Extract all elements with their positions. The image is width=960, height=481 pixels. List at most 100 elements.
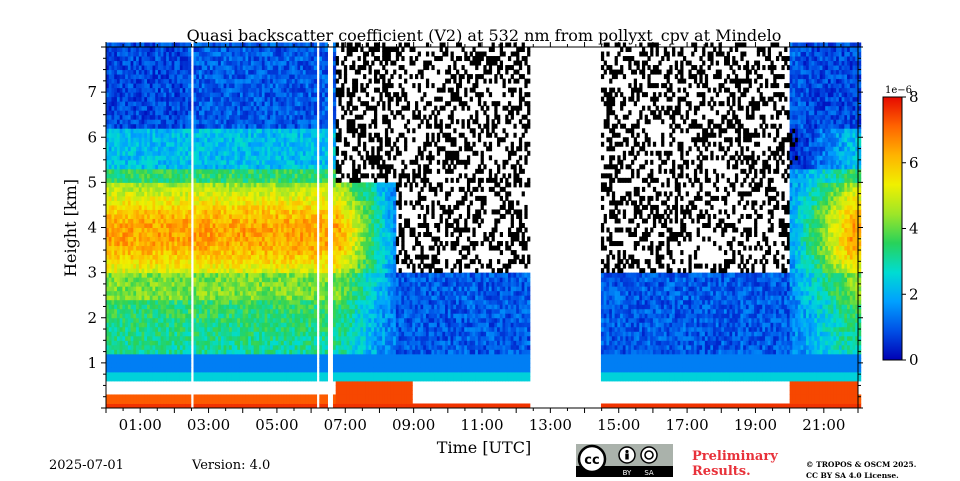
- heatmap-cell: [149, 51, 153, 57]
- heatmap-cell: [147, 254, 151, 260]
- heatmap-cell: [198, 232, 203, 238]
- heatmap-cell: [261, 114, 266, 120]
- heatmap-cell: [182, 362, 186, 368]
- heatmap-cell: [125, 331, 129, 337]
- heatmap-cell: [267, 173, 271, 179]
- heatmap-cell: [209, 308, 214, 314]
- heatmap-cell: [168, 47, 173, 53]
- heatmap-cell: [237, 403, 241, 409]
- heatmap-cell: [218, 186, 222, 192]
- heatmap-cell: [212, 241, 216, 247]
- heatmap-cell: [171, 326, 175, 332]
- heatmap-cell: [111, 204, 115, 210]
- heatmap-cell: [201, 349, 205, 355]
- heatmap-cell: [204, 83, 208, 89]
- heatmap-cell: [218, 141, 222, 147]
- heatmap-cell: [147, 110, 151, 116]
- heatmap-cell: [136, 78, 140, 84]
- heatmap-cell: [136, 335, 140, 341]
- heatmap-cell: [188, 272, 192, 278]
- heatmap-cell: [138, 367, 143, 373]
- heatmap-cell: [174, 227, 178, 233]
- heatmap-cell: [157, 376, 162, 382]
- heatmap-cell: [177, 295, 181, 301]
- heatmap-cell: [250, 263, 255, 269]
- heatmap-cell: [212, 83, 216, 89]
- heatmap-cell: [215, 322, 219, 328]
- heatmap-cell: [116, 168, 121, 174]
- heatmap-cell: [122, 119, 126, 125]
- heatmap-cell: [281, 317, 285, 323]
- heatmap-cell: [182, 173, 186, 179]
- heatmap-cell: [264, 358, 268, 364]
- heatmap-cell: [270, 398, 274, 404]
- heatmap-cell: [275, 137, 279, 143]
- heatmap-cell: [264, 123, 268, 129]
- heatmap-cell: [231, 227, 236, 233]
- heatmap-cell: [242, 177, 246, 183]
- heatmap-cell: [261, 42, 266, 48]
- heatmap-cell: [231, 65, 236, 71]
- heatmap-cell: [160, 322, 164, 328]
- heatmap-cell: [182, 191, 186, 197]
- heatmap-cell: [272, 195, 277, 201]
- heatmap-cell: [242, 191, 246, 197]
- heatmap-cell: [144, 195, 148, 201]
- heatmap-cell: [163, 394, 167, 400]
- heatmap-cell: [125, 51, 129, 57]
- heatmap-cell: [207, 290, 211, 296]
- heatmap-cell: [157, 150, 162, 156]
- heatmap-cell: [272, 141, 277, 147]
- heatmap-cell: [275, 250, 279, 256]
- heatmap-cell: [114, 155, 118, 161]
- heatmap-cell: [171, 92, 175, 98]
- heatmap-cell: [171, 344, 175, 350]
- heatmap-cell: [125, 213, 129, 219]
- heatmap-cell: [237, 74, 241, 80]
- heatmap-cell: [166, 286, 170, 292]
- heatmap-cell: [136, 299, 140, 305]
- heatmap-cell: [278, 213, 282, 219]
- heatmap-cell: [253, 353, 257, 359]
- heatmap-cell: [155, 173, 159, 179]
- heatmap-cell: [125, 322, 129, 328]
- heatmap-cell: [144, 96, 148, 102]
- heatmap-cell: [106, 398, 110, 404]
- heatmap-cell: [207, 304, 211, 310]
- heatmap-cell: [166, 376, 170, 382]
- heatmap-cell: [155, 105, 159, 111]
- heatmap-cell: [177, 96, 181, 102]
- heatmap-cell: [239, 295, 244, 301]
- heatmap-cell: [229, 295, 233, 301]
- heatmap-cell: [141, 394, 145, 400]
- heatmap-cell: [253, 47, 257, 53]
- heatmap-cell: [198, 42, 203, 48]
- heatmap-cell: [141, 290, 145, 296]
- heatmap-cell: [130, 272, 134, 278]
- heatmap-cell: [261, 200, 266, 206]
- heatmap-cell: [248, 119, 252, 125]
- heatmap-cell: [270, 313, 274, 319]
- heatmap-cell: [212, 47, 216, 53]
- heatmap-cell: [261, 87, 266, 93]
- heatmap-cell: [144, 150, 148, 156]
- heatmap-cell: [229, 186, 233, 192]
- heatmap-cell: [160, 209, 164, 215]
- heatmap-cell: [144, 371, 148, 377]
- heatmap-cell: [108, 191, 112, 197]
- heatmap-cell: [188, 331, 192, 337]
- heatmap-cell: [114, 308, 118, 314]
- heatmap-cell: [229, 191, 233, 197]
- heatmap-cell: [136, 110, 140, 116]
- heatmap-cell: [125, 200, 129, 206]
- heatmap-cell: [239, 74, 244, 80]
- heatmap-cell: [152, 398, 156, 404]
- heatmap-cell: [212, 376, 216, 382]
- heatmap-cell: [188, 159, 192, 165]
- heatmap-cell: [204, 110, 208, 116]
- heatmap-cell: [256, 168, 260, 174]
- heatmap-cell: [267, 186, 271, 192]
- heatmap-cell: [212, 96, 216, 102]
- heatmap-cell: [119, 92, 123, 98]
- heatmap-cell: [160, 222, 164, 228]
